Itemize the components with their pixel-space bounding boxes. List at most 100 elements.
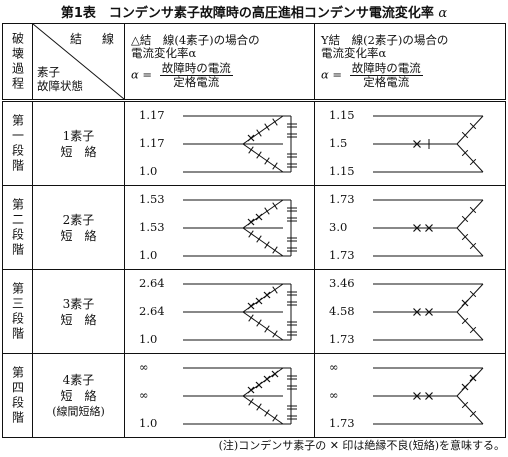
delta-cell: 2.64 2.64 1.0 <box>124 269 315 354</box>
capacitor-element <box>461 131 469 139</box>
shorted-element-mark <box>255 213 263 221</box>
capacitor-element <box>272 118 278 126</box>
wye-cell: 3.46 4.58 1.73 <box>314 269 506 354</box>
shorted-element-mark <box>247 218 255 226</box>
connection-label: 結 線 <box>69 32 118 46</box>
capacitor-element <box>469 158 477 166</box>
shorted-element-mark <box>263 375 271 383</box>
current-ratio-value: ∞ <box>329 360 339 374</box>
delta-circuit-diagram <box>183 283 297 341</box>
capacitor-element <box>272 286 278 294</box>
current-ratio-value: 1.15 <box>329 108 355 122</box>
capacitor-element <box>272 414 278 422</box>
current-ratio-value: 2.64 <box>139 304 165 318</box>
capacitor-element <box>256 403 262 411</box>
current-ratio-value: 1.17 <box>139 108 165 122</box>
stage-cell: 第一段階 <box>2 100 33 186</box>
shorted-element-mark <box>247 134 255 142</box>
capacitor-element <box>469 242 477 250</box>
current-ratio-value: 4.58 <box>329 304 355 318</box>
capacitor-element <box>272 162 278 170</box>
current-ratio-value: 1.17 <box>139 136 165 150</box>
shorted-element-mark <box>263 291 271 299</box>
wye-circuit-diagram <box>373 115 484 173</box>
fault-state-cell: 4素子短 絡 (線間短絡) <box>32 353 125 438</box>
delta-circuit-diagram <box>183 115 297 173</box>
shorted-element-mark <box>271 370 279 378</box>
capacitor-element <box>264 207 270 215</box>
shorted-element-mark <box>413 140 421 148</box>
wye-header: Y結 線(2素子)の場合の 電流変化率α α = 故障時の電流 定格電流 <box>314 23 506 102</box>
capacitor-element <box>248 314 254 322</box>
capacitor-element <box>461 401 469 409</box>
capacitor-fault-table: 破壊過程 結 線 素子 故障状態 △結 線(4素子)の場合の 電流変化率α α =… <box>2 23 506 438</box>
wye-circuit-diagram <box>373 367 484 425</box>
shorted-element-mark <box>425 308 433 316</box>
capacitor-element <box>469 206 477 214</box>
capacitor-element <box>461 215 469 223</box>
shorted-element-mark <box>247 302 255 310</box>
capacitor-element <box>264 241 270 249</box>
capacitor-element <box>256 151 262 159</box>
current-ratio-value: 1.53 <box>139 192 165 206</box>
capacitor-element <box>248 398 254 406</box>
table-row: 第二段階 2素子短 絡 1.53 1.53 1.0 1.73 3.0 1.73 <box>2 185 506 270</box>
capacitor-element <box>272 246 278 254</box>
current-ratio-value: 1.0 <box>139 164 158 178</box>
current-ratio-value: 1.73 <box>329 416 355 430</box>
stage-cell: 第四段階 <box>2 353 33 438</box>
capacitor-element <box>461 317 469 325</box>
capacitor-element <box>256 319 262 327</box>
shorted-element-mark <box>461 383 469 391</box>
capacitor-element <box>264 325 270 333</box>
current-ratio-value: 1.0 <box>139 416 158 430</box>
current-ratio-value: ∞ <box>139 360 149 374</box>
footnote: (注)コンデンサ素子の ✕ 印は絶縁不良(短絡)を意味する。 <box>218 439 505 452</box>
capacitor-element <box>461 233 469 241</box>
capacitor-element <box>256 129 262 137</box>
shorted-element-mark <box>413 224 421 232</box>
stage-header: 破壊過程 <box>2 23 33 102</box>
stage-cell: 第二段階 <box>2 185 33 270</box>
current-ratio-value: ∞ <box>139 388 149 402</box>
fault-state-cell: 2素子短 絡 <box>32 185 125 270</box>
table-row: 第一段階 1素子短 絡 1.17 1.17 1.0 1.15 1.5 1.15 <box>2 100 506 186</box>
capacitor-element <box>248 146 254 154</box>
capacitor-element <box>469 326 477 334</box>
wye-cell: 1.15 1.5 1.15 <box>314 100 506 186</box>
current-ratio-value: 1.73 <box>329 332 355 346</box>
current-ratio-value: ∞ <box>329 388 339 402</box>
shorted-element-mark <box>413 308 421 316</box>
current-ratio-value: 1.15 <box>329 164 355 178</box>
fault-state-cell: 3素子短 絡 <box>32 269 125 354</box>
stage-cell: 第三段階 <box>2 269 33 354</box>
shorted-element-mark <box>425 392 433 400</box>
fault-state-label: 素子 故障状態 <box>37 65 83 93</box>
fault-state-cell: 1素子短 絡 <box>32 100 125 186</box>
table-row: 第四段階 4素子短 絡 (線間短絡) ∞ ∞ 1.0 ∞ ∞ 1.73 <box>2 353 506 438</box>
shorted-element-mark <box>247 386 255 394</box>
current-ratio-value: 1.73 <box>329 248 355 262</box>
delta-cell: ∞ ∞ 1.0 <box>124 353 315 438</box>
connection-fault-header: 結 線 素子 故障状態 <box>32 23 125 102</box>
capacitor-element <box>248 230 254 238</box>
capacitor-element <box>272 202 278 210</box>
delta-cell: 1.17 1.17 1.0 <box>124 100 315 186</box>
shorted-element-mark <box>413 392 421 400</box>
capacitor-element <box>264 157 270 165</box>
current-ratio-value: 3.46 <box>329 276 355 290</box>
shorted-element-mark <box>255 297 263 305</box>
current-ratio-value: 1.73 <box>329 192 355 206</box>
current-ratio-value: 3.0 <box>329 220 348 234</box>
current-ratio-value: 1.53 <box>139 220 165 234</box>
delta-header: △結 線(4素子)の場合の 電流変化率α α = 故障時の電流 定格電流 <box>124 23 315 102</box>
delta-circuit-diagram <box>183 367 297 425</box>
capacitor-element <box>264 123 270 131</box>
capacitor-element <box>469 290 477 298</box>
delta-cell: 1.53 1.53 1.0 <box>124 185 315 270</box>
capacitor-element <box>264 409 270 417</box>
capacitor-element <box>272 330 278 338</box>
wye-cell: ∞ ∞ 1.73 <box>314 353 506 438</box>
capacitor-element <box>256 235 262 243</box>
shorted-element-mark <box>469 374 477 382</box>
